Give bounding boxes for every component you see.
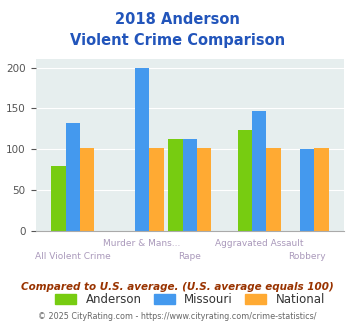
Bar <box>252 111 266 231</box>
Text: All Violent Crime: All Violent Crime <box>35 252 111 261</box>
Bar <box>237 130 252 231</box>
Bar <box>168 139 183 231</box>
Bar <box>80 148 94 231</box>
Bar <box>51 166 66 231</box>
Bar <box>135 68 149 231</box>
Text: 2018 Anderson: 2018 Anderson <box>115 12 240 26</box>
Bar <box>300 149 314 231</box>
Bar <box>314 148 329 231</box>
Legend: Anderson, Missouri, National: Anderson, Missouri, National <box>50 288 329 311</box>
Text: © 2025 CityRating.com - https://www.cityrating.com/crime-statistics/: © 2025 CityRating.com - https://www.city… <box>38 312 317 321</box>
Bar <box>266 148 281 231</box>
Text: Violent Crime Comparison: Violent Crime Comparison <box>70 33 285 48</box>
Bar <box>197 148 212 231</box>
Text: Compared to U.S. average. (U.S. average equals 100): Compared to U.S. average. (U.S. average … <box>21 282 334 292</box>
Text: Murder & Mans...: Murder & Mans... <box>103 239 181 248</box>
Bar <box>66 123 80 231</box>
Bar <box>183 139 197 231</box>
Text: Rape: Rape <box>179 252 201 261</box>
Text: Aggravated Assault: Aggravated Assault <box>215 239 304 248</box>
Bar <box>149 148 164 231</box>
Text: Robbery: Robbery <box>288 252 326 261</box>
